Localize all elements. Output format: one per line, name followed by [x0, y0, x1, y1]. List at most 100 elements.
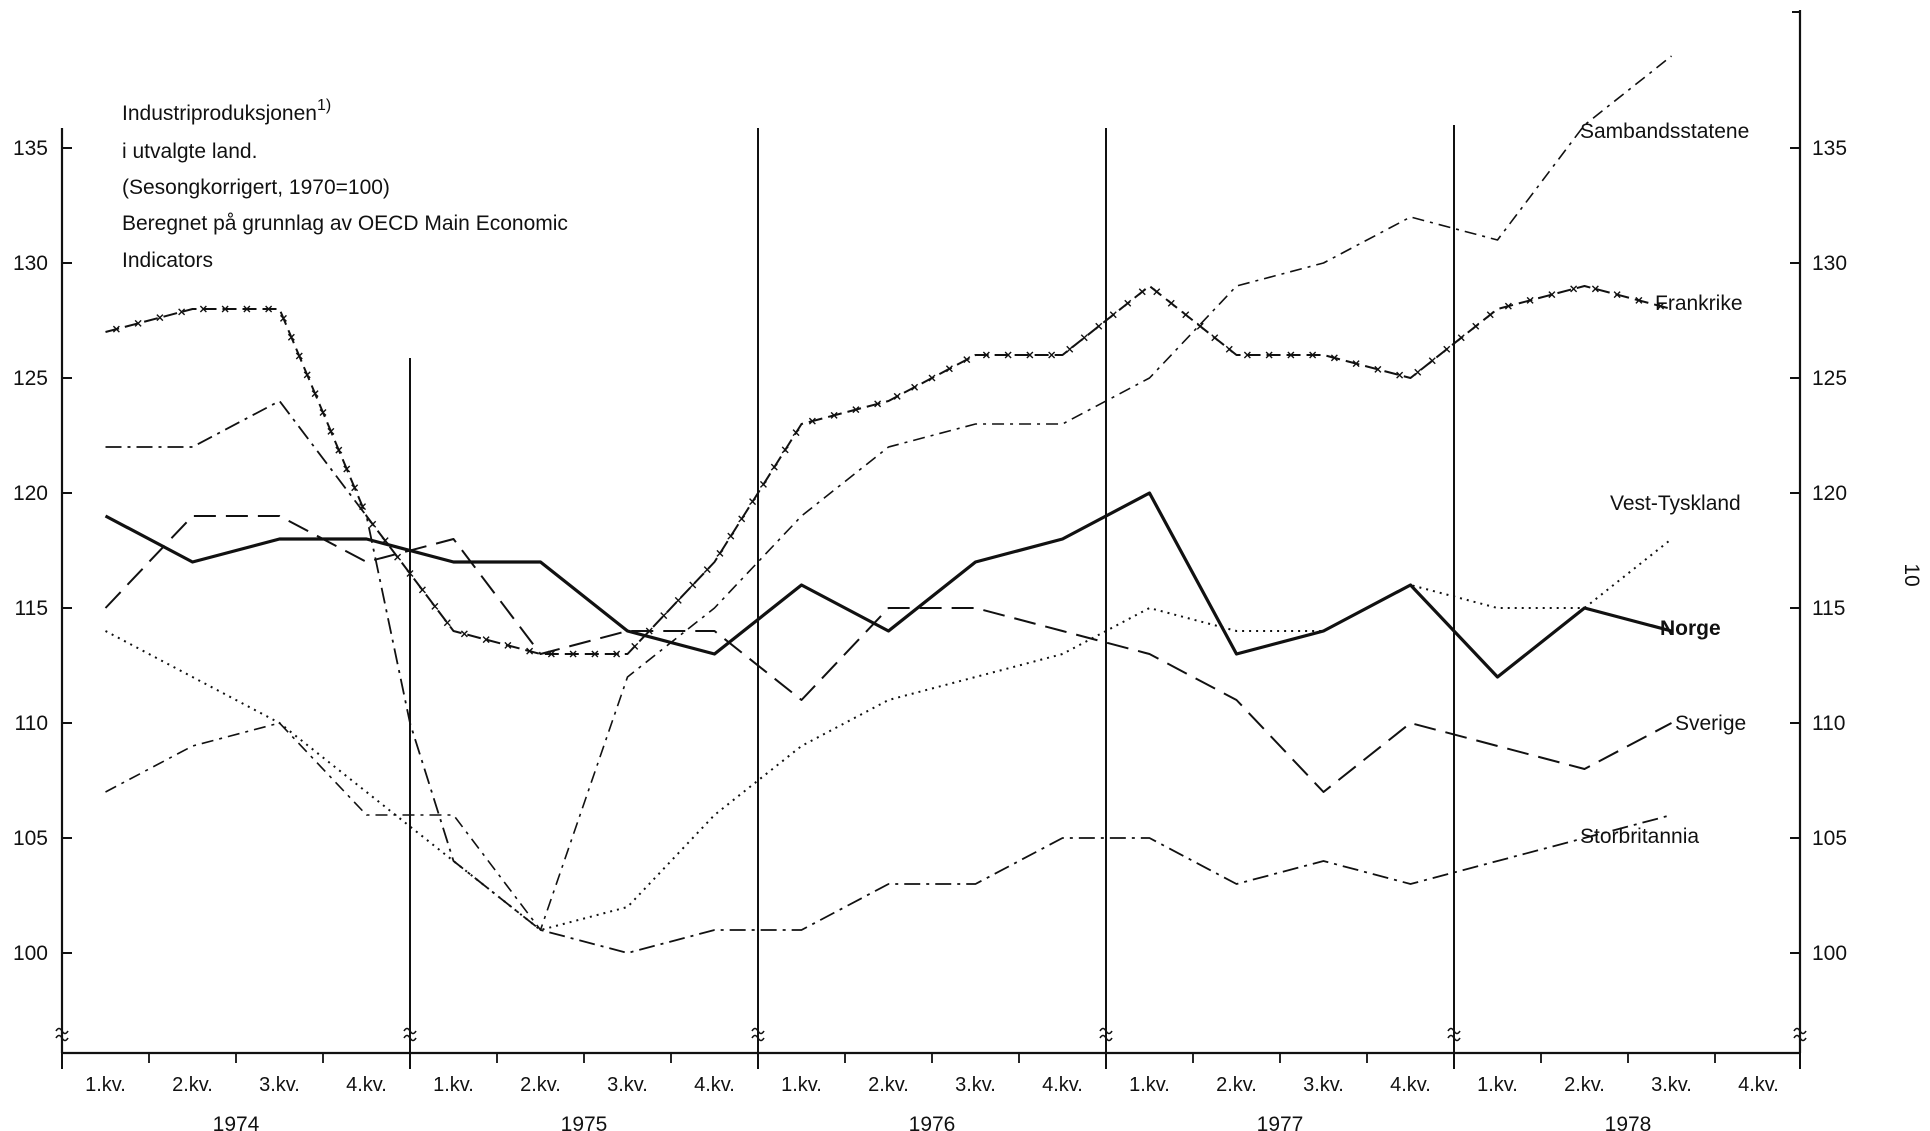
series-marker	[526, 647, 534, 655]
title-line-5: Indicators	[122, 249, 213, 272]
x-tick-label: 2.kv.	[520, 1074, 561, 1096]
series-marker	[243, 305, 251, 313]
title-line-4: Beregnet på grunnlag av OECD Main Econom…	[122, 212, 568, 235]
series-marker	[911, 383, 919, 391]
series-marker	[1153, 288, 1161, 296]
series-marker	[1352, 360, 1360, 368]
series-marker	[406, 570, 414, 577]
x-tick-label: 3.kv.	[1303, 1074, 1344, 1096]
axis-break-mark	[55, 1027, 69, 1042]
series-marker	[221, 305, 229, 313]
title-line-2: i utvalgte land.	[122, 140, 257, 163]
series-marker	[792, 429, 800, 437]
series-marker	[1457, 334, 1465, 342]
series-marker	[1243, 351, 1251, 359]
series-marker	[1225, 345, 1233, 353]
series-marker	[1287, 351, 1295, 359]
series-marker	[1167, 299, 1175, 307]
series-marker	[1428, 357, 1436, 365]
series-marker	[482, 636, 490, 644]
series-label-storbritannia: Storbritannia	[1580, 825, 1699, 848]
axis-break-mark	[403, 1027, 417, 1042]
series-marker	[1066, 345, 1074, 353]
series-marker	[830, 411, 838, 419]
series-marker	[689, 581, 697, 589]
series-marker	[770, 463, 778, 471]
series-marker	[1486, 311, 1494, 319]
series-marker	[460, 630, 468, 638]
series-marker	[1048, 351, 1056, 359]
series-marker	[1374, 365, 1382, 373]
chart-title: Industriproduksjonen1) i utvalgte land. …	[122, 97, 568, 272]
axis-break-mark	[1447, 1027, 1461, 1042]
series-marker	[1138, 288, 1146, 296]
y-tick-label-right: 115	[1812, 597, 1845, 620]
series-line-sverige	[104, 515, 1672, 793]
series-marker	[1443, 345, 1451, 353]
series-marker	[1504, 302, 1512, 310]
series-marker	[1309, 351, 1317, 359]
axis-break-mark	[751, 1027, 765, 1042]
x-tick-label: 2.kv.	[1564, 1074, 1605, 1096]
series-marker	[1657, 302, 1665, 310]
series-marker	[1570, 285, 1578, 293]
series-label-frankrike: Frankrike	[1655, 292, 1743, 315]
x-tick-label: 3.kv.	[607, 1074, 648, 1096]
series-marker	[1211, 334, 1219, 342]
year-label: 1978	[1605, 1113, 1652, 1131]
series-marker	[431, 602, 439, 610]
series-marker	[738, 515, 746, 523]
series-marker	[613, 650, 621, 658]
series-marker	[1196, 322, 1204, 330]
series-marker	[1265, 351, 1273, 359]
series-marker	[311, 390, 319, 398]
x-tick-label: 3.kv.	[259, 1074, 300, 1096]
series-marker	[199, 305, 207, 313]
x-tick-label: 1.kv.	[1477, 1074, 1518, 1096]
series-label-vest-tyskland: Vest-Tyskland	[1610, 492, 1741, 515]
series-sambandsstatene	[105, 400, 1672, 954]
x-tick-label: 4.kv.	[1390, 1074, 1431, 1096]
series-marker	[591, 650, 599, 658]
series-sverige	[104, 515, 1672, 793]
title-line-1: Industriproduksjonen1)	[122, 97, 331, 125]
y-tick-label-left: 135	[13, 137, 48, 160]
series-marker	[1526, 296, 1534, 304]
x-tick-label: 2.kv.	[868, 1074, 909, 1096]
series-marker	[303, 371, 311, 379]
series-marker	[727, 532, 735, 540]
series-marker	[703, 566, 711, 574]
series-marker	[351, 484, 359, 492]
series-marker	[1613, 291, 1621, 299]
series-marker	[1095, 322, 1103, 330]
y-tick-label-right: 105	[1812, 827, 1847, 850]
y-tick-label-left: 110	[15, 712, 48, 735]
y-tick-label-left: 130	[13, 252, 48, 275]
series-marker	[343, 465, 351, 473]
series-marker	[963, 356, 971, 364]
series-layer	[104, 55, 1673, 954]
series-label-sverige: Sverige	[1675, 712, 1746, 735]
series-line-storbritannia	[105, 55, 1672, 931]
series-marker	[295, 352, 303, 360]
series-marker	[418, 586, 426, 594]
title-line-3: (Sesongkorrigert, 1970=100)	[122, 176, 390, 199]
x-tick-label: 4.kv.	[1738, 1074, 1779, 1096]
x-tick-label: 3.kv.	[955, 1074, 996, 1096]
x-tick-label: 4.kv.	[1042, 1074, 1083, 1096]
year-label: 1974	[213, 1113, 260, 1131]
series-marker	[134, 319, 142, 327]
series-marker	[982, 351, 990, 359]
series-marker	[1080, 334, 1088, 342]
y-tick-label-left: 115	[15, 597, 48, 620]
series-marker	[443, 619, 451, 627]
series-storbritannia	[105, 55, 1672, 931]
y-tick-label-right: 130	[1812, 252, 1847, 275]
year-label: 1977	[1257, 1113, 1304, 1131]
series-marker	[319, 409, 327, 416]
series-marker	[504, 641, 512, 649]
y-tick-label-left: 105	[13, 827, 48, 850]
labels-layer: Sambandsstatene Frankrike Vest-Tyskland Nor…	[1580, 120, 1749, 848]
series-marker	[1548, 291, 1556, 299]
series-marker	[369, 520, 377, 528]
